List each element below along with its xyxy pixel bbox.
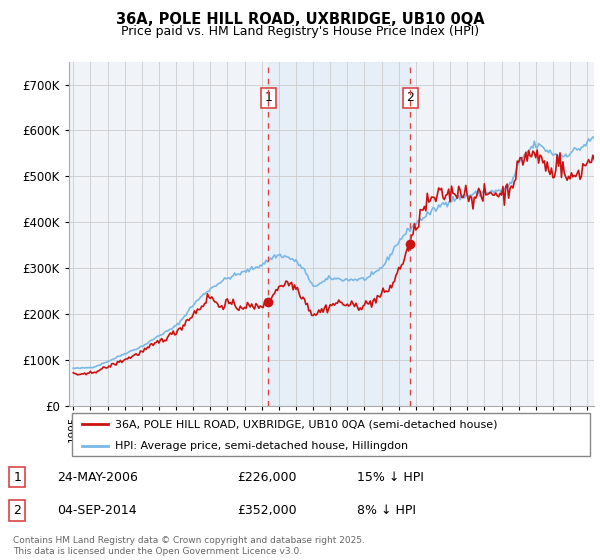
- Text: 36A, POLE HILL ROAD, UXBRIDGE, UB10 0QA (semi-detached house): 36A, POLE HILL ROAD, UXBRIDGE, UB10 0QA …: [115, 419, 498, 430]
- Text: 2: 2: [406, 91, 414, 104]
- Text: 2: 2: [13, 504, 21, 517]
- Text: 1: 1: [13, 470, 21, 484]
- Text: 8% ↓ HPI: 8% ↓ HPI: [357, 504, 416, 517]
- Text: Contains HM Land Registry data © Crown copyright and database right 2025.
This d: Contains HM Land Registry data © Crown c…: [13, 536, 365, 556]
- Text: HPI: Average price, semi-detached house, Hillingdon: HPI: Average price, semi-detached house,…: [115, 441, 409, 451]
- Text: £352,000: £352,000: [237, 504, 296, 517]
- Text: 04-SEP-2014: 04-SEP-2014: [57, 504, 137, 517]
- FancyBboxPatch shape: [71, 413, 590, 456]
- Bar: [268, 62, 410, 406]
- Text: Price paid vs. HM Land Registry's House Price Index (HPI): Price paid vs. HM Land Registry's House …: [121, 25, 479, 38]
- Text: £226,000: £226,000: [237, 470, 296, 484]
- Text: 1: 1: [265, 91, 272, 104]
- Text: 15% ↓ HPI: 15% ↓ HPI: [357, 470, 424, 484]
- Text: 36A, POLE HILL ROAD, UXBRIDGE, UB10 0QA: 36A, POLE HILL ROAD, UXBRIDGE, UB10 0QA: [116, 12, 484, 27]
- Text: 24-MAY-2006: 24-MAY-2006: [57, 470, 138, 484]
